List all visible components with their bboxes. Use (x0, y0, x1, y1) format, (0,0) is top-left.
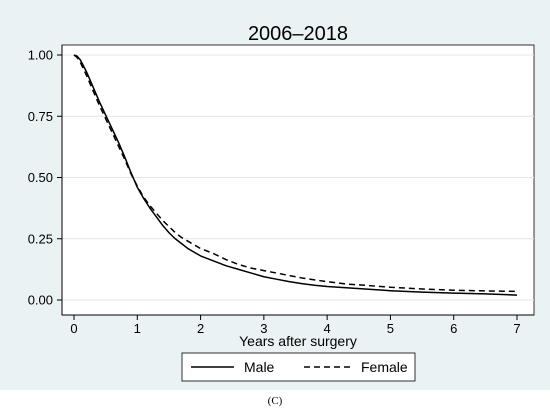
x-tick-label: 2 (197, 321, 204, 336)
x-tick-label: 1 (134, 321, 141, 336)
legend: Male Female (181, 352, 416, 382)
panel-label: (C) (268, 395, 283, 407)
series-line-male (73, 54, 518, 296)
legend-label-male: Male (244, 359, 275, 375)
y-tick-label: 1.00 (28, 48, 53, 63)
chart-title: 2006–2018 (248, 23, 348, 45)
series-line-female (73, 54, 518, 293)
x-tick-label: 0 (70, 321, 77, 336)
x-tick-label: 4 (324, 321, 331, 336)
y-tick-label: 0.50 (28, 170, 53, 185)
x-axis: 0 1 2 3 4 5 6 7 (62, 314, 534, 336)
x-axis-label: Years after surgery (239, 333, 357, 349)
x-tick-label: 3 (260, 321, 267, 336)
y-tick-label: 0.25 (28, 231, 53, 246)
plot-area (61, 44, 535, 316)
x-tick-label: 5 (387, 321, 394, 336)
horizontal-gridlines (62, 54, 534, 301)
y-axis: 0.00 0.25 0.50 0.75 1.00 (28, 45, 63, 315)
y-tick-label: 0.00 (28, 293, 53, 308)
y-tick-label: 0.75 (28, 109, 53, 124)
x-tick-label: 7 (513, 321, 520, 336)
series-lines (73, 54, 518, 296)
legend-label-female: Female (361, 359, 408, 375)
x-tick-label: 6 (450, 321, 457, 336)
